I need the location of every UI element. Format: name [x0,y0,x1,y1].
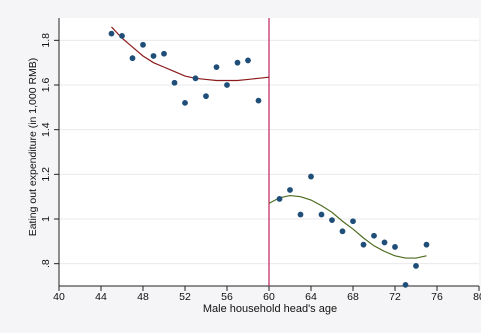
data-point [423,241,430,248]
x-tick-label: 44 [95,291,107,303]
data-point [129,55,136,62]
data-point [371,232,377,239]
fit-curves [111,26,427,259]
data-point [119,32,125,39]
data-point [234,59,241,66]
x-tick-label: 64 [305,291,317,303]
x-tick-label: 80 [473,291,481,303]
fit-curve-2 [268,194,427,259]
x-tick-label: 76 [431,291,443,303]
data-point [108,30,115,37]
data-point [413,263,419,269]
data-point [140,41,146,48]
data-point [360,241,367,248]
data-point [392,244,398,250]
data-point [182,99,188,106]
data-point [350,218,356,225]
data-point [402,281,409,288]
data-point [245,57,251,64]
x-tick-label: 52 [179,291,191,303]
data-point [203,93,209,100]
data-point [287,187,293,193]
x-tick-label: 60 [263,291,275,303]
fit-curve-1 [111,26,270,82]
axes: .8 1 1.2 1.4 1.6 1.8 40 44 48 52 56 60 64 68 72 76 80 [40,18,481,303]
data-point [150,53,157,59]
x-tick-label: 72 [389,291,401,303]
y-tick-label: 1.2 [40,167,52,182]
x-tick-label: 40 [53,291,65,303]
data-point [297,211,304,218]
data-point [171,79,178,86]
data-point [329,217,335,224]
x-axis-label: Male household head's age [203,303,337,315]
y-tick-label: 1.4 [40,122,52,137]
x-tick-label: 48 [137,291,149,303]
data-point [381,239,388,246]
y-axis-label: Eating out expenditure (in 1,000 RMB) [27,58,39,237]
data-point [308,173,314,180]
data-point [276,196,283,202]
data-point [192,75,199,82]
x-tick-label: 68 [347,291,359,303]
data-point [339,228,346,235]
data-point [213,64,220,71]
data-point [255,97,262,104]
scatter-points [108,30,430,288]
y-tick-label: .8 [40,259,52,268]
y-tick-label: 1 [40,216,52,222]
data-point [318,211,325,218]
data-point [224,82,230,88]
data-point [161,50,167,57]
y-tick-label: 1.6 [40,78,52,93]
x-tick-label: 56 [221,291,233,303]
y-tick-label: 1.8 [40,33,52,48]
